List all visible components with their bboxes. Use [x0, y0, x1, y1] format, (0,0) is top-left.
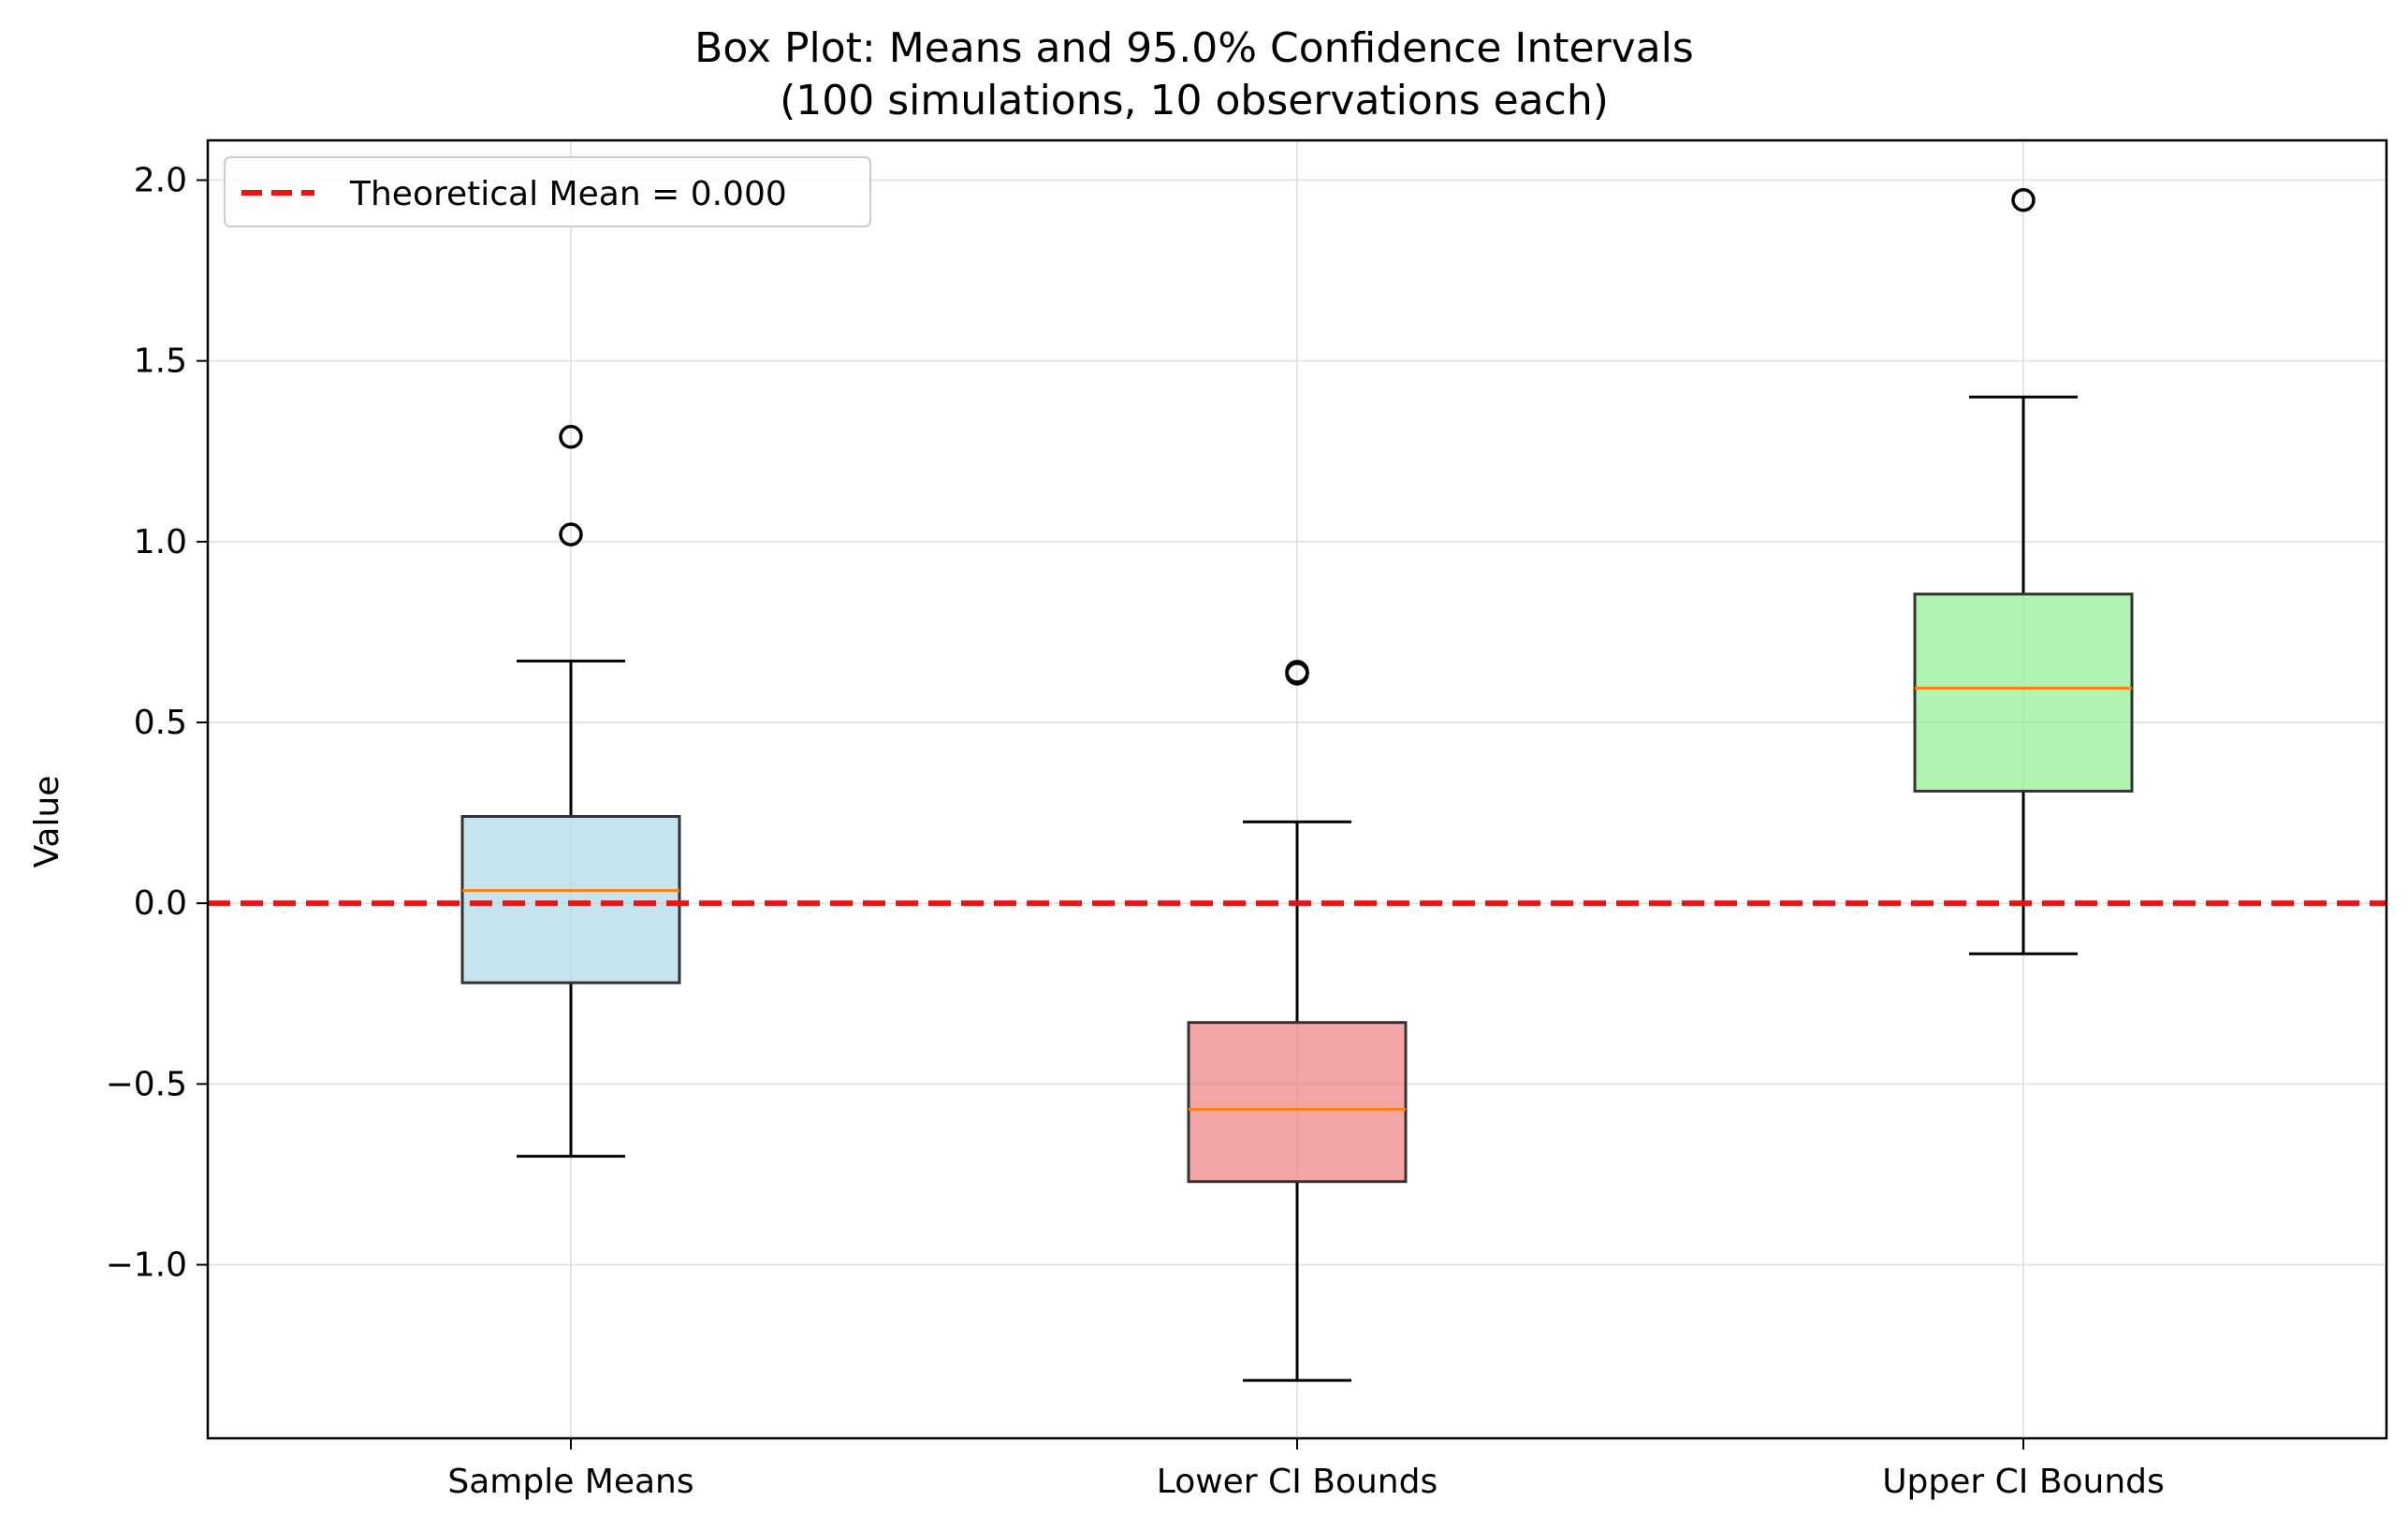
legend: Theoretical Mean = 0.000 — [224, 156, 871, 227]
box-group — [1187, 660, 1408, 1382]
outlier-point — [559, 522, 583, 546]
chart-subtitle: (100 simulations, 10 observations each) — [780, 77, 1609, 124]
y-axis-ticks: −1.0 −0.5 0.0 0.5 1.0 1.5 2.0 — [106, 161, 208, 1285]
iqr-box — [1187, 1021, 1408, 1184]
y-tick-label: 1.5 — [134, 342, 187, 381]
iqr-box — [1913, 592, 2134, 793]
outlier-point — [2011, 187, 2036, 212]
y-tick-label: −0.5 — [106, 1065, 187, 1103]
x-tick-label: Upper CI Bounds — [1882, 1463, 2165, 1501]
y-tick-label: 2.0 — [134, 161, 187, 199]
outlier-point — [1285, 660, 1309, 684]
box-group — [1913, 187, 2134, 955]
y-axis-label: Value — [28, 776, 66, 868]
y-tick-label: 0.5 — [134, 704, 187, 742]
legend-box — [224, 156, 871, 227]
x-tick-label: Lower CI Bounds — [1157, 1463, 1438, 1501]
iqr-box — [460, 814, 681, 984]
chart-title: Box Plot: Means and 95.0% Confidence Int… — [694, 24, 1694, 72]
y-tick-label: 1.0 — [134, 523, 187, 561]
y-tick-label: 0.0 — [134, 884, 187, 923]
box-group — [460, 425, 681, 1158]
x-tick-label: Sample Means — [447, 1463, 693, 1501]
x-axis-ticks: Sample Means Lower CI Bounds Upper CI Boun… — [447, 1438, 2165, 1501]
plot-area — [460, 187, 2134, 1382]
y-tick-label: −1.0 — [106, 1246, 187, 1285]
outlier-point — [559, 425, 583, 449]
legend-label-reference-line: Theoretical Mean = 0.000 — [349, 175, 787, 213]
